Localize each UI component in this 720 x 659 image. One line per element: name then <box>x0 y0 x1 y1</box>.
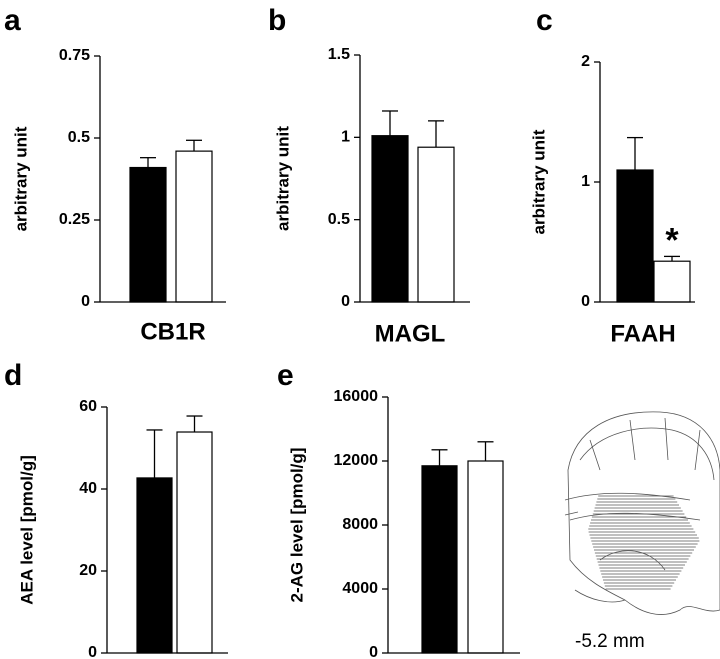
y-tick-label: 0 <box>81 293 90 310</box>
panel-letter: d <box>4 359 22 392</box>
y-tick-label: 0 <box>88 644 97 659</box>
y-tick-label: 20 <box>79 562 97 579</box>
error-bar <box>382 110 398 136</box>
y-axis-label: AEA level [pmol/g] <box>17 455 36 605</box>
y-tick-label: 4000 <box>342 580 378 597</box>
y-tick-label: 12000 <box>334 452 379 469</box>
error-bar <box>146 429 163 478</box>
y-tick-label: 1 <box>341 129 350 146</box>
bar <box>129 166 167 303</box>
y-tick-label: 1 <box>581 173 590 190</box>
bar <box>653 260 691 303</box>
y-tick-label: 0 <box>341 293 350 310</box>
panel-letter: b <box>268 4 286 37</box>
bar <box>616 169 654 303</box>
bar <box>467 460 504 654</box>
panel-letter: a <box>4 4 21 37</box>
y-axis-label: arbitrary unit <box>529 129 548 234</box>
x-axis-label: FAAH <box>610 320 675 347</box>
y-tick-label: 0.5 <box>68 129 90 146</box>
bar <box>421 465 458 654</box>
y-axis-label: arbitrary unit <box>273 126 292 231</box>
error-bar <box>627 136 643 170</box>
error-bar <box>664 255 680 262</box>
x-axis-label: CB1R <box>140 318 205 345</box>
y-tick-label: 1.5 <box>328 46 350 63</box>
y-axis-label: 2-AG level [pmol/g] <box>287 448 306 603</box>
bar <box>176 431 213 654</box>
y-tick-label: 40 <box>79 480 97 497</box>
brain-section-diagram: -5.2 mm <box>564 411 720 652</box>
bar <box>136 477 173 654</box>
error-bar <box>140 157 156 168</box>
y-tick-label: 60 <box>79 398 97 415</box>
y-tick-label: 16000 <box>334 388 379 405</box>
y-tick-label: 0.75 <box>59 47 90 64</box>
bar <box>417 146 455 303</box>
y-tick-label: 2 <box>581 53 590 70</box>
y-axis-label: arbitrary unit <box>11 126 30 231</box>
error-bar <box>431 449 448 466</box>
bar <box>175 150 213 303</box>
bar <box>371 135 409 303</box>
error-bar <box>428 120 444 148</box>
x-axis-label: MAGL <box>375 320 446 347</box>
error-bar <box>186 139 202 152</box>
y-tick-label: 0.5 <box>328 211 350 228</box>
y-tick-label: 0 <box>581 293 590 310</box>
panel-letter: e <box>277 359 294 392</box>
panel-letter: c <box>536 4 553 37</box>
y-tick-label: 0.25 <box>59 211 90 228</box>
y-tick-label: 8000 <box>342 516 378 533</box>
significance-mark: * <box>665 221 679 259</box>
section-label: -5.2 mm <box>575 631 645 652</box>
y-tick-label: 0 <box>369 644 378 659</box>
striped-region <box>588 495 700 590</box>
error-bar <box>186 415 203 433</box>
error-bar <box>477 441 494 461</box>
